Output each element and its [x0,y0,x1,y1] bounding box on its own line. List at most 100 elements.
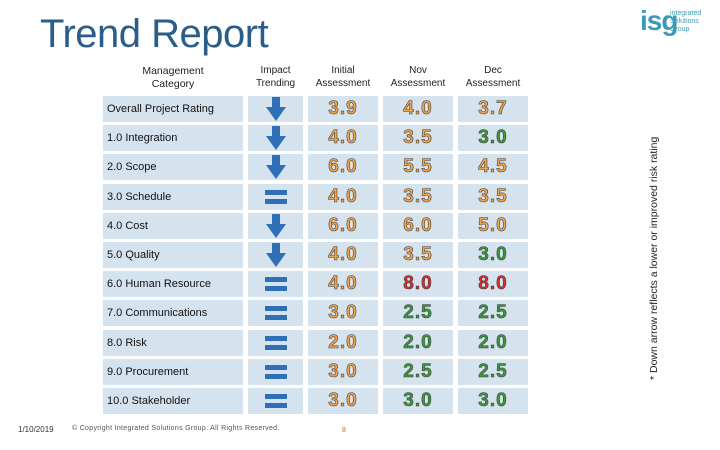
header-category-line-1: Management [142,65,204,77]
down-arrow-icon [265,243,286,267]
equal-icon [264,394,287,408]
row-dec-value: 2.5 [458,358,528,385]
equal-icon [264,364,287,379]
table-row: 3.0 Schedule 4.0 3.5 3.5 [103,183,528,210]
row-category: 9.0 Procurement [103,358,243,385]
row-nov-value: 8.0 [383,271,453,298]
equal-icon [264,335,287,350]
table-row: 5.0 Quality 4.0 3.5 3.0 [103,242,528,268]
row-nov-value: 2.0 [383,329,453,356]
row-trend [248,271,303,298]
row-dec-value: 3.0 [458,125,528,152]
table-row: 7.0 Communications 3.0 2.5 2.5 [103,300,528,327]
row-dec-value: 3.5 [458,183,528,210]
row-nov-value: 6.0 [383,212,453,239]
table-row: 10.0 Stakeholder 3.0 3.0 3.0 [103,388,528,414]
row-initial-value: 3.0 [308,358,378,385]
row-trend [248,154,303,181]
header-initial: Initial Assessment [308,60,378,94]
logo-line-2: Solutions [670,18,699,25]
footer-date: 1/10/2019 [18,425,54,434]
header-dec-line-2: Assessment [465,78,521,89]
logo-line-3: Group [670,26,690,33]
table-row: 9.0 Procurement 3.0 2.5 2.5 [103,358,528,385]
row-initial-value: 3.9 [308,96,378,122]
table-row: Overall Project Rating 3.9 4.0 3.7 [103,96,528,122]
header-nov: Nov Assessment [383,60,453,94]
table-row: 2.0 Scope 6.0 5.5 4.5 [103,154,528,181]
row-initial-value: 3.0 [308,388,378,414]
row-dec-value: 3.0 [458,242,528,268]
row-dec-value: 2.0 [458,329,528,356]
row-dec-value: 8.0 [458,271,528,298]
row-nov-value: 2.5 [383,358,453,385]
side-note: * Down arrow reflects a lower or improve… [648,136,660,380]
row-nov-value: 3.0 [383,388,453,414]
row-nov-value: 3.5 [383,242,453,268]
row-category: 8.0 Risk [103,329,243,356]
header-impact: Impact Trending [248,60,303,94]
row-dec-value: 4.5 [458,154,528,181]
header-nov-line-2: Assessment [390,78,446,89]
equal-icon [264,189,287,204]
row-trend [248,329,303,356]
page-number: 8 [342,427,346,434]
table-row: 6.0 Human Resource 4.0 8.0 8.0 [103,271,528,298]
row-trend [248,183,303,210]
row-category: 2.0 Scope [103,154,243,181]
row-nov-value: 5.5 [383,154,453,181]
row-initial-value: 6.0 [308,212,378,239]
row-initial-value: 3.0 [308,300,378,327]
header-dec-line-1: Dec [484,65,502,76]
row-initial-value: 4.0 [308,183,378,210]
down-arrow-icon [265,97,286,121]
equal-icon [264,306,287,321]
trend-table: Management Category Impact Trending Init… [103,60,528,414]
row-dec-value: 3.7 [458,96,528,122]
isg-logo: isg integrated Solutions Group [638,6,718,38]
table-row: 4.0 Cost 6.0 6.0 5.0 [103,212,528,239]
row-trend [248,96,303,122]
row-initial-value: 4.0 [308,271,378,298]
row-trend [248,358,303,385]
row-trend [248,388,303,414]
row-initial-value: 6.0 [308,154,378,181]
down-arrow-icon [265,155,286,180]
row-category: Overall Project Rating [103,96,243,122]
down-arrow-icon [265,126,286,151]
row-trend [248,212,303,239]
footer-copyright: © Copyright Integrated Solutions Group. … [72,425,280,432]
row-initial-value: 4.0 [308,242,378,268]
row-nov-value: 2.5 [383,300,453,327]
row-category: 10.0 Stakeholder [103,388,243,414]
row-dec-value: 3.0 [458,388,528,414]
logo-mark: isg [640,5,678,36]
page-title: Trend Report [40,12,269,56]
logo-words: integrated Solutions Group [670,10,701,34]
equal-icon [264,277,287,292]
row-category: 7.0 Communications [103,300,243,327]
table-row: 8.0 Risk 2.0 2.0 2.0 [103,329,528,356]
row-dec-value: 5.0 [458,212,528,239]
row-initial-value: 4.0 [308,125,378,152]
row-category: 3.0 Schedule [103,183,243,210]
header-initial-line-2: Assessment [315,78,371,89]
header-dec: Dec Assessment [458,60,528,94]
header-impact-line-1: Impact [260,65,291,76]
row-category: 5.0 Quality [103,242,243,268]
row-trend [248,125,303,152]
header-initial-line-1: Initial [331,65,355,76]
down-arrow-icon [265,213,286,238]
row-nov-value: 4.0 [383,96,453,122]
row-category: 1.0 Integration [103,125,243,152]
row-nov-value: 3.5 [383,183,453,210]
table-row: 1.0 Integration 4.0 3.5 3.0 [103,125,528,152]
header-category: Management Category [103,60,243,94]
header-impact-line-2: Trending [255,78,296,89]
row-dec-value: 2.5 [458,300,528,327]
row-nov-value: 3.5 [383,125,453,152]
row-category: 4.0 Cost [103,212,243,239]
logo-line-1: integrated [670,10,702,17]
row-trend [248,242,303,268]
header-category-line-2: Category [151,78,195,90]
